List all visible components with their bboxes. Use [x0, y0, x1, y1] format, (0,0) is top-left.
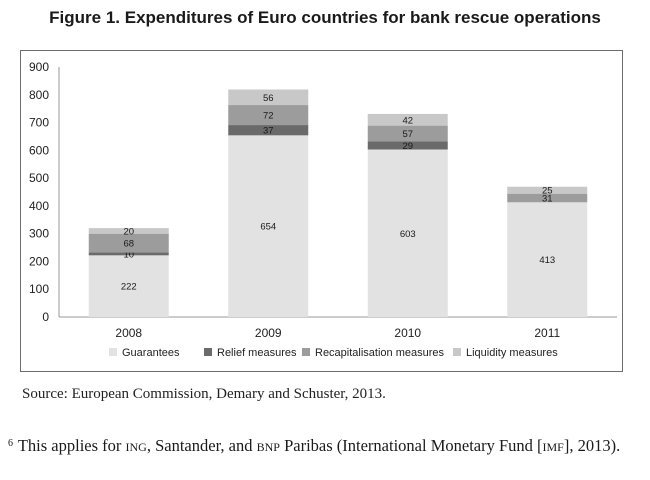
bar-segment: [507, 193, 588, 203]
y-tick-label: 500: [29, 171, 49, 185]
footnote-text-4: ], 2013).: [563, 436, 621, 455]
bar-segment: [507, 202, 588, 317]
data-label: 68: [123, 239, 134, 250]
bar-segment: [367, 125, 448, 142]
footnote-text-1: This applies for: [17, 436, 126, 455]
y-tick-label: 900: [29, 60, 49, 74]
data-label: 654: [260, 222, 276, 233]
figure-title: Figure 1. Expenditures of Euro countries…: [49, 8, 601, 27]
y-tick-label: 700: [29, 116, 49, 130]
legend-entry: Guarantees: [122, 347, 180, 359]
footnote-abbr-ing: ing: [125, 436, 147, 455]
bar-segment: [88, 252, 169, 256]
chart-frame: 0 100 200 300 400 500 600 700 800 900 222 10 68 20 200…: [20, 50, 623, 372]
bar-segment: [88, 233, 169, 253]
legend-entry: Liquidity measures: [466, 347, 558, 359]
footnote-text-2: , Santander, and: [146, 436, 257, 455]
data-label: 603: [400, 229, 416, 240]
legend-swatch: [453, 348, 461, 356]
bar-segment: [88, 228, 169, 234]
data-label: 20: [123, 226, 134, 237]
x-tick-label: 2008: [115, 326, 142, 340]
footnote: 6 This applies for ing, Santander, and b…: [8, 433, 644, 456]
x-tick-label: 2011: [534, 326, 560, 340]
y-tick-label: 0: [42, 310, 49, 324]
legend-entry: Relief measures: [217, 347, 297, 359]
bar-segment: [228, 89, 309, 106]
data-label: 72: [263, 111, 274, 122]
figure-source: Source: European Commission, Demary and …: [22, 386, 386, 402]
bar-segment: [228, 125, 309, 136]
bar-segment: [228, 105, 309, 126]
data-label: 25: [542, 186, 553, 197]
footnote-text-3: Paribas (International Monetary Fund [: [279, 436, 543, 455]
data-label: 29: [402, 141, 413, 152]
legend-swatch: [109, 348, 117, 356]
y-tick-label: 800: [29, 88, 49, 102]
bar-segment: [367, 113, 448, 126]
y-tick-label: 200: [29, 254, 49, 268]
footnote-abbr-bnp: bnp: [256, 436, 280, 455]
y-tick-label: 100: [29, 282, 49, 296]
data-label: 10: [123, 249, 134, 260]
bar-segment: [228, 135, 309, 317]
bar-segment: [367, 149, 448, 317]
y-tick-label: 400: [29, 199, 49, 213]
legend-entry: Recapitalisation measures: [315, 347, 445, 359]
bar-segment: [367, 141, 448, 150]
footnote-marker: 6: [8, 438, 13, 449]
legend-swatch: [302, 348, 310, 356]
data-label: 413: [539, 255, 555, 266]
x-tick-label: 2009: [255, 326, 282, 340]
data-label: 57: [402, 129, 413, 140]
footnote-abbr-imf: imf: [542, 436, 564, 455]
bar-segment: [507, 186, 588, 194]
data-label: 31: [542, 193, 553, 204]
legend-swatch: [204, 348, 212, 356]
y-tick-label: 300: [29, 227, 49, 241]
x-tick-label: 2010: [394, 326, 421, 340]
data-label: 42: [402, 115, 413, 126]
y-tick-label: 600: [29, 143, 49, 157]
data-label: 37: [263, 126, 274, 137]
data-label: 222: [121, 282, 137, 293]
bar-segment: [88, 255, 169, 317]
data-label: 56: [263, 93, 274, 104]
